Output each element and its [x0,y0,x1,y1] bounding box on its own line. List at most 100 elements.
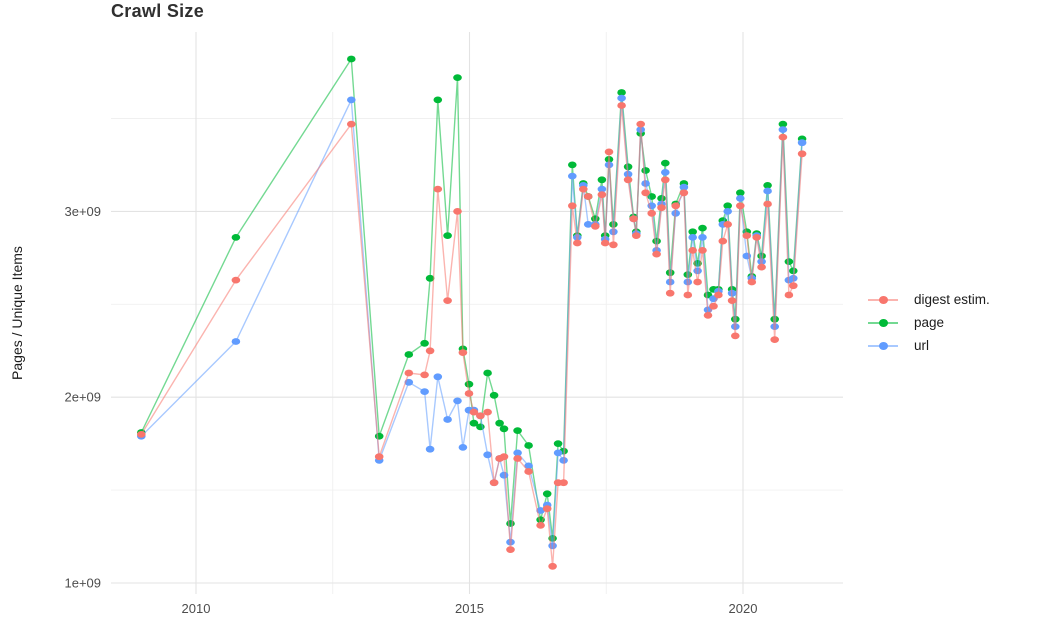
data-point-url [231,338,241,345]
data-point-digest-estim- [736,202,745,210]
data-point-url [433,373,443,381]
data-point-digest-estim- [742,232,752,240]
data-point-digest-estim- [583,193,593,200]
data-point-url [453,397,462,405]
data-point-url [763,187,772,195]
data-point-url [347,96,356,104]
x-tick-label: 2010 [182,601,211,616]
legend-item-page: page [868,314,990,331]
data-point-digest-estim- [731,332,740,340]
data-point-digest-estim- [757,263,766,271]
data-point-digest-estim- [641,189,650,197]
data-point-url [458,444,468,451]
data-point-digest-estim- [714,291,723,299]
data-point-digest-estim- [573,239,582,247]
data-point-digest-estim- [464,390,474,397]
data-point-digest-estim- [579,185,588,193]
data-point-page [231,234,241,241]
data-point-url [597,185,607,193]
data-point-page [443,232,452,240]
data-point-digest-estim- [548,562,557,570]
data-point-digest-estim- [671,202,680,210]
data-point-url [797,139,807,147]
data-point-digest-estim- [647,209,656,217]
legend-key-icon [868,316,898,330]
legend-item-digest-estim-: digest estim. [868,291,990,308]
data-point-page [641,167,650,174]
y-tick-label: 3e+09 [64,204,101,219]
data-point-digest-estim- [693,278,702,286]
data-point-digest-estim- [623,176,633,184]
data-point-digest-estim- [683,291,693,299]
data-point-page [542,490,552,498]
data-point-digest-estim- [542,505,552,513]
data-point-url [425,445,435,453]
data-point-digest-estim- [636,120,645,128]
data-point-page [736,189,745,197]
data-point-url [583,221,593,228]
data-point-digest-estim- [778,133,788,141]
data-point-digest-estim- [443,297,452,304]
data-point-page [698,224,707,232]
data-point-url [688,234,697,241]
data-point-url [559,457,568,464]
data-point-page [513,427,522,434]
data-point-digest-estim- [747,278,757,286]
data-point-digest-estim- [374,453,384,461]
legend-key-icon [868,293,898,307]
legend-label: url [914,338,930,353]
x-tick-label: 2020 [729,601,758,616]
data-point-digest-estim- [506,546,515,553]
data-point-page [553,440,563,447]
data-point-digest-estim- [652,250,661,258]
data-point-page [347,55,356,63]
y-tick-label: 2e+09 [64,390,101,405]
data-point-url [723,208,732,215]
data-point-digest-estim- [617,102,626,109]
data-point-digest-estim- [499,453,509,461]
data-point-digest-estim- [425,347,435,355]
data-point-digest-estim- [604,148,614,156]
data-point-url [661,169,670,176]
legend-key-icon [868,339,898,353]
data-point-digest-estim- [458,349,468,356]
data-point-page [597,176,607,184]
legend-label: page [914,315,945,330]
series-line-page [140,58,803,540]
data-point-digest-estim- [231,276,241,284]
data-point-page [374,432,384,440]
data-point-digest-estim- [489,479,499,487]
data-point-digest-estim- [752,234,761,241]
data-point-url [483,451,492,459]
data-point-digest-estim- [568,202,577,210]
data-point-url [524,462,533,470]
data-point-page [688,228,697,236]
data-point-digest-estim- [591,222,600,230]
data-point-digest-estim- [770,336,779,343]
data-point-page [661,159,670,167]
data-point-page [763,182,772,189]
data-point-url [698,234,707,241]
data-point-digest-estim- [476,412,485,420]
data-point-url [513,449,522,457]
data-point-digest-estim- [453,208,462,215]
data-point-url [736,195,745,202]
data-point-url [536,507,545,514]
data-point-digest-estim- [420,371,429,379]
legend-item-url: url [868,337,990,354]
data-point-digest-estim- [679,189,689,197]
data-point-digest-estim- [469,408,479,416]
data-point-digest-estim- [433,185,443,193]
data-point-page [652,237,661,245]
data-point-page [425,274,435,282]
data-point-page [568,161,577,169]
data-point-url [499,471,509,479]
data-point-url [693,267,702,275]
data-point-page [723,202,732,210]
data-point-digest-estim- [727,297,737,304]
data-point-digest-estim- [709,302,718,310]
data-point-digest-estim- [513,455,522,462]
data-point-page [483,369,492,377]
